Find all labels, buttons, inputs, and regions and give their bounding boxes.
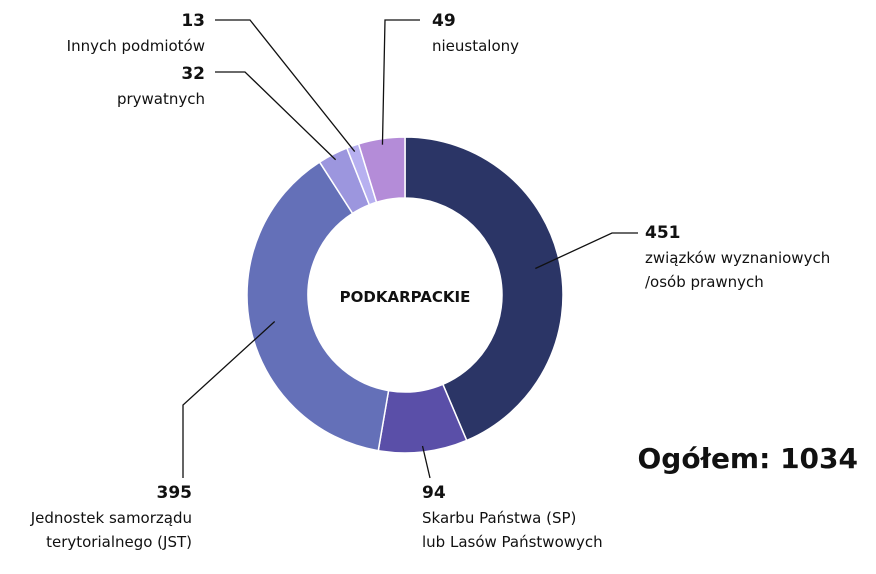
donut-slice — [357, 136, 406, 204]
total: Ogółem: 1034 — [637, 442, 858, 475]
donut-slice — [404, 136, 564, 442]
total-label: Ogółem: — [637, 442, 770, 475]
value-label: 13 — [181, 11, 205, 31]
donut-slice — [246, 161, 390, 452]
category-label: prywatnych — [117, 90, 205, 108]
category-label: lub Lasów Państwowych — [422, 533, 603, 551]
category-label: terytorialnego (JST) — [46, 533, 192, 551]
center-label: PODKARPACKIE — [340, 288, 471, 306]
value-label: 94 — [422, 483, 446, 503]
leader-line — [421, 445, 431, 479]
value-label: 49 — [432, 11, 456, 31]
category-label: Innych podmiotów — [67, 37, 205, 55]
category-label: związków wyznaniowych — [645, 249, 830, 267]
leader-line — [215, 19, 356, 152]
category-label: Jednostek samorządu — [30, 509, 192, 527]
category-label: /osób prawnych — [645, 273, 764, 291]
leader-line — [381, 19, 420, 145]
leader-line — [535, 232, 638, 270]
leader-line — [215, 71, 337, 161]
value-label: 395 — [157, 483, 193, 503]
category-label: Skarbu Państwa (SP) — [422, 509, 576, 527]
total-value: 1034 — [780, 442, 858, 475]
value-label: 451 — [645, 223, 681, 243]
value-label: 32 — [181, 64, 205, 84]
leader-line — [182, 321, 276, 478]
category-label: nieustalony — [432, 37, 519, 55]
